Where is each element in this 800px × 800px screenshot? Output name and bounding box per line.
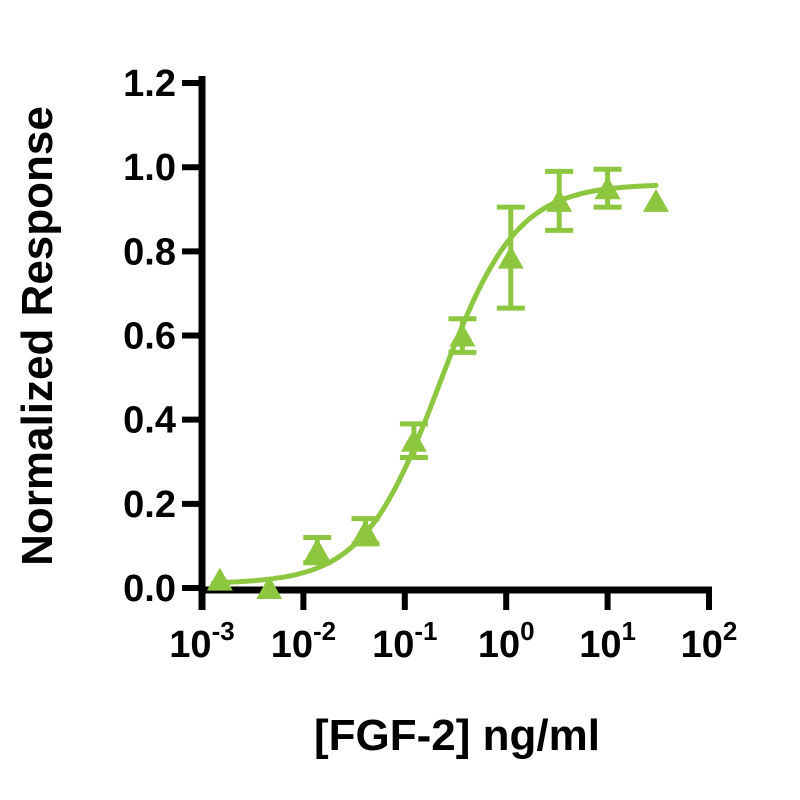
y-axis-title: Normalized Response: [13, 106, 62, 566]
data-point-marker: [400, 428, 427, 452]
plot-area: 0.0 0.2 0.4 0.6 0.8 1.0 1.2 10-3 10-2 10-1 100 101 1…: [123, 63, 737, 666]
y-tick-label: 0.8: [123, 231, 176, 273]
x-tick-label: 101: [579, 616, 636, 666]
fit-curve: [211, 182, 659, 586]
y-tick-label: 0.0: [123, 568, 176, 610]
data-point-marker: [304, 538, 331, 562]
data-point-marker: [256, 576, 283, 599]
y-tick-label: 1.0: [123, 147, 176, 189]
x-tick-label: 10-3: [169, 616, 234, 666]
y-tick-label: 1.2: [123, 63, 176, 105]
data-point-marker: [497, 245, 524, 269]
data-point-marker: [594, 176, 621, 200]
x-axis-title: [FGF-2] ng/ml: [314, 711, 600, 760]
y-tick-label: 0.6: [123, 316, 176, 358]
x-tick-label: 100: [478, 616, 535, 666]
data-point-marker: [449, 323, 476, 347]
x-tick-label: 10-1: [372, 616, 437, 666]
y-tick-label: 0.2: [123, 484, 176, 526]
data-point-marker: [642, 188, 669, 212]
x-tick-label: 10-2: [271, 616, 336, 666]
y-tick-label: 0.4: [123, 400, 176, 442]
data-point-marker: [206, 567, 233, 591]
data-point-marker: [352, 519, 379, 543]
x-tick-label: 102: [681, 616, 738, 666]
data-point-marker: [546, 188, 573, 212]
